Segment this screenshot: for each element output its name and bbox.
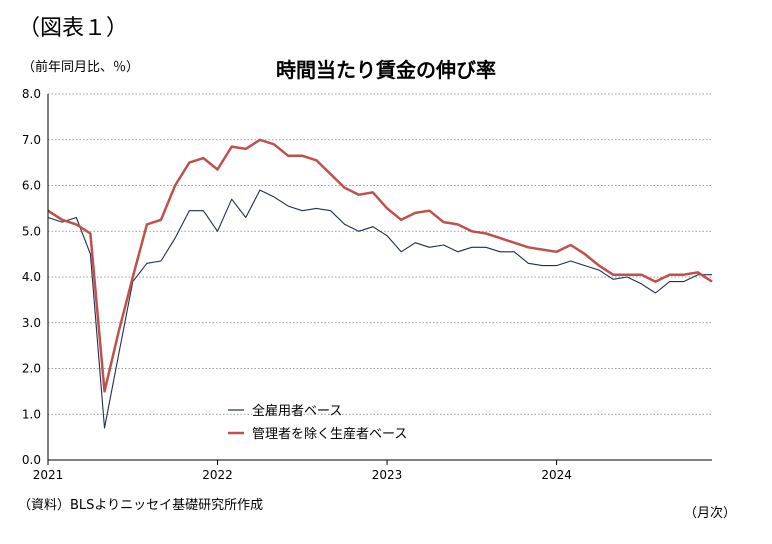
- x-tick-label: 2021: [33, 468, 64, 482]
- figure-label: （図表１）: [18, 16, 129, 41]
- chart-title: 時間当たり賃金の伸び率: [276, 58, 496, 82]
- series-line-production-workers: [47, 138, 713, 393]
- x-tick-label: 2022: [202, 468, 233, 482]
- legend: 全雇用者ベース 管理者を除く生産者ベース: [228, 403, 407, 442]
- source-note: （資料）BLSよりニッセイ基礎研究所作成: [18, 498, 264, 513]
- series-lines: [47, 138, 713, 429]
- series-line-all-employees: [47, 189, 712, 429]
- legend-label-production-workers: 管理者を除く生産者ベース: [252, 426, 407, 442]
- y-tick-label: 6.0: [22, 179, 41, 193]
- y-tick-labels: 0.0 1.0 2.0 3.0 4.0 5.0 6.0 7.0 8.0: [22, 87, 41, 467]
- y-tick-label: 3.0: [22, 316, 41, 330]
- y-tick-label: 7.0: [22, 133, 41, 147]
- x-tick-label: 2024: [541, 468, 572, 482]
- y-tick-label: 5.0: [22, 224, 41, 238]
- y-tick-label: 8.0: [22, 87, 41, 101]
- y-tick-label: 1.0: [22, 407, 41, 421]
- gridlines: [48, 93, 712, 415]
- y-unit-label: （前年同月比、％）: [22, 60, 140, 75]
- y-tick-label: 4.0: [22, 270, 41, 284]
- y-tick-label: 0.0: [22, 453, 41, 467]
- legend-label-all-employees: 全雇用者ベース: [252, 403, 342, 419]
- x-tick-label: 2023: [372, 468, 403, 482]
- x-tick-labels: 2021 2022 2023 2024: [33, 460, 572, 482]
- y-tick-label: 2.0: [22, 362, 41, 376]
- x-unit-label: （月次）: [683, 506, 736, 521]
